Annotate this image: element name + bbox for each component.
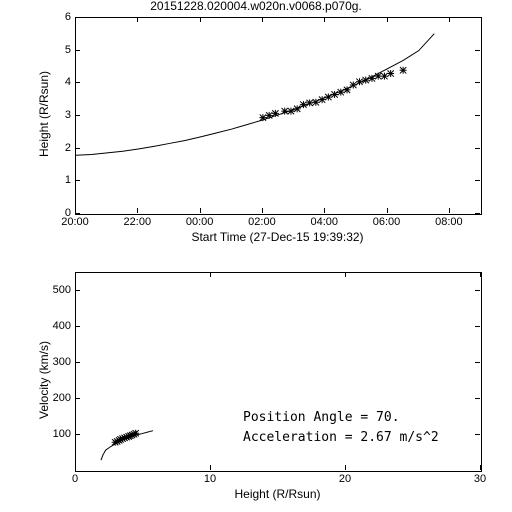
bottom-xtick — [75, 465, 76, 470]
top-ytick — [475, 180, 480, 181]
bottom-ytick-label: 300 — [45, 356, 71, 368]
bottom-ytick — [475, 326, 480, 327]
bottom-ytick-label: 200 — [45, 392, 71, 404]
bottom-xtick — [480, 272, 481, 277]
top-xtick — [200, 208, 201, 213]
bottom-ytick — [75, 290, 80, 291]
top-plot-xlabel: Start Time (27-Dec-15 19:39:32) — [75, 230, 480, 244]
bottom-ytick — [475, 398, 480, 399]
top-ytick-label: 1 — [57, 174, 71, 186]
bottom-ytick — [75, 326, 80, 327]
top-xtick — [200, 17, 201, 22]
bottom-ytick — [475, 434, 480, 435]
top-ytick — [475, 50, 480, 51]
top-xtick — [449, 208, 450, 213]
bottom-ytick-label: 400 — [45, 320, 71, 332]
top-ytick-label: 5 — [57, 44, 71, 56]
bottom-ytick — [75, 434, 80, 435]
bottom-xtick-label: 30 — [474, 473, 486, 485]
top-plot — [75, 17, 482, 215]
top-ytick-label: 6 — [57, 11, 71, 23]
top-ytick-label: 2 — [57, 142, 71, 154]
bottom-ytick-label: 500 — [45, 284, 71, 296]
top-xtick — [449, 17, 450, 22]
top-xtick — [387, 208, 388, 213]
top-ytick — [75, 180, 80, 181]
bottom-xtick-label: 20 — [339, 473, 351, 485]
top-xtick — [262, 17, 263, 22]
bottom-xtick-label: 0 — [72, 473, 78, 485]
bottom-xtick — [345, 272, 346, 277]
bottom-ytick — [475, 290, 480, 291]
top-xtick-label: 02:00 — [248, 216, 276, 228]
top-ytick — [475, 213, 480, 214]
top-xtick-label: 04:00 — [310, 216, 338, 228]
position-angle-annotation: Position Angle = 70. — [243, 410, 400, 425]
top-xtick-label: 00:00 — [186, 216, 214, 228]
bottom-ytick — [75, 398, 80, 399]
top-xtick-label: 06:00 — [373, 216, 401, 228]
figure-page: { "background_color": "#ffffff", "line_c… — [0, 0, 512, 512]
top-ytick — [475, 82, 480, 83]
top-ytick — [75, 213, 80, 214]
acceleration-annotation: Acceleration = 2.67 m/s^2 — [243, 430, 439, 445]
top-xtick-label: 08:00 — [435, 216, 463, 228]
plot-title: 20151228.020004.w020n.v0068.p070g. — [0, 0, 512, 13]
top-xtick — [262, 208, 263, 213]
bottom-xtick — [210, 465, 211, 470]
bottom-xtick — [75, 272, 76, 277]
top-ytick-label: 3 — [57, 109, 71, 121]
top-xtick-label: 22:00 — [124, 216, 152, 228]
bottom-plot-ylabel: Velocity (km/s) — [37, 341, 51, 419]
bottom-xtick — [210, 272, 211, 277]
top-plot-svg — [76, 18, 481, 214]
top-xtick — [324, 208, 325, 213]
top-xtick — [137, 208, 138, 213]
top-ytick-label: 0 — [57, 207, 71, 219]
top-ytick-label: 4 — [57, 76, 71, 88]
top-ytick — [75, 115, 80, 116]
bottom-xtick-label: 10 — [204, 473, 216, 485]
top-xtick — [137, 17, 138, 22]
top-ytick — [75, 17, 80, 18]
top-xtick — [324, 17, 325, 22]
top-ytick — [75, 50, 80, 51]
bottom-plot-xlabel: Height (R/Rsun) — [75, 487, 480, 501]
top-ytick — [475, 17, 480, 18]
top-ytick — [475, 148, 480, 149]
bottom-xtick — [480, 465, 481, 470]
bottom-ytick-label: 100 — [45, 428, 71, 440]
bottom-ytick — [75, 362, 80, 363]
bottom-xtick — [345, 465, 346, 470]
top-ytick — [75, 148, 80, 149]
top-ytick — [475, 115, 480, 116]
bottom-ytick — [475, 362, 480, 363]
top-plot-ylabel: Height (R/Rsun) — [37, 71, 51, 157]
top-ytick — [75, 82, 80, 83]
top-xtick — [387, 17, 388, 22]
